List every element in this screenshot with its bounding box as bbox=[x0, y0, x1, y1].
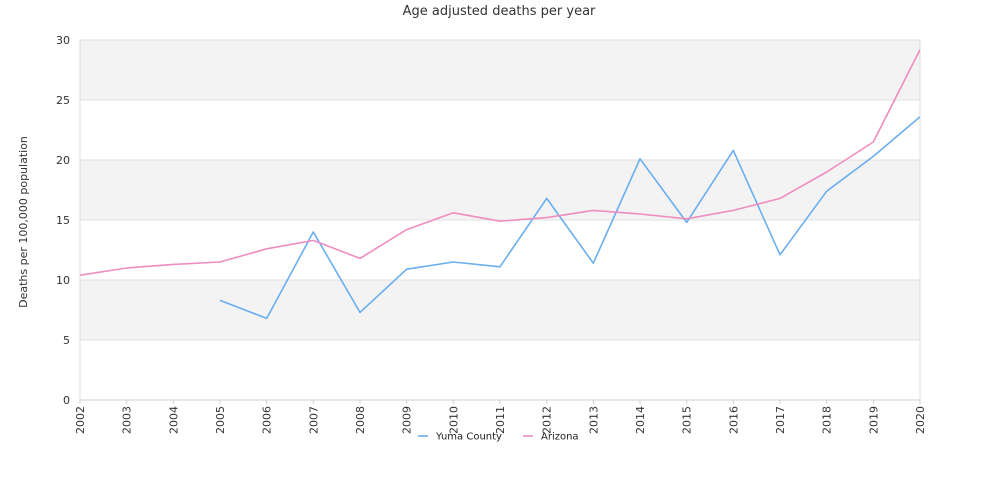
legend-label: Arizona bbox=[541, 432, 579, 443]
grid-bands bbox=[80, 40, 920, 340]
chart-title: Age adjusted deaths per year bbox=[403, 4, 596, 19]
y-tick-label: 10 bbox=[56, 274, 70, 287]
x-tick-label: 2006 bbox=[261, 406, 274, 434]
y-tick-label: 15 bbox=[56, 214, 70, 227]
series-line bbox=[79, 49, 921, 276]
y-tick-label: 25 bbox=[56, 94, 70, 107]
legend: Yuma County Arizona bbox=[418, 432, 579, 443]
series-lines bbox=[79, 49, 921, 320]
grid-band bbox=[80, 160, 920, 220]
y-axis-ticks: 0 5 10 15 20 25 30 bbox=[56, 34, 70, 407]
x-axis-ticks: 2002 2003 2004 2005 2006 2007 2008 2009 2010 2011… bbox=[74, 400, 927, 434]
y-axis-label: Deaths per 100,000 population bbox=[17, 136, 30, 308]
x-tick-label: 2019 bbox=[867, 406, 880, 434]
x-tick-label: 2015 bbox=[681, 406, 694, 434]
x-tick-label: 2002 bbox=[74, 406, 87, 434]
legend-label: Yuma County bbox=[435, 432, 502, 443]
grid-band bbox=[80, 40, 920, 100]
x-tick-label: 2010 bbox=[447, 406, 460, 434]
x-tick-label: 2005 bbox=[214, 406, 227, 434]
y-tick-label: 5 bbox=[63, 334, 70, 347]
y-tick-label: 20 bbox=[56, 154, 70, 167]
x-tick-label: 2012 bbox=[541, 406, 554, 434]
x-tick-label: 2004 bbox=[167, 406, 180, 434]
x-tick-label: 2009 bbox=[401, 406, 414, 434]
x-tick-label: 2007 bbox=[307, 406, 320, 434]
x-tick-label: 2013 bbox=[587, 406, 600, 434]
x-tick-label: 2011 bbox=[494, 406, 507, 434]
x-tick-label: 2003 bbox=[121, 406, 134, 434]
x-tick-label: 2017 bbox=[774, 406, 787, 434]
x-tick-label: 2020 bbox=[914, 406, 927, 434]
y-tick-label: 30 bbox=[56, 34, 70, 47]
y-tick-label: 0 bbox=[63, 394, 70, 407]
x-tick-label: 2014 bbox=[634, 406, 647, 434]
x-tick-label: 2018 bbox=[821, 406, 834, 434]
series-line bbox=[219, 116, 921, 320]
x-tick-label: 2008 bbox=[354, 406, 367, 434]
grid-band bbox=[80, 280, 920, 340]
x-tick-label: 2016 bbox=[727, 406, 740, 434]
